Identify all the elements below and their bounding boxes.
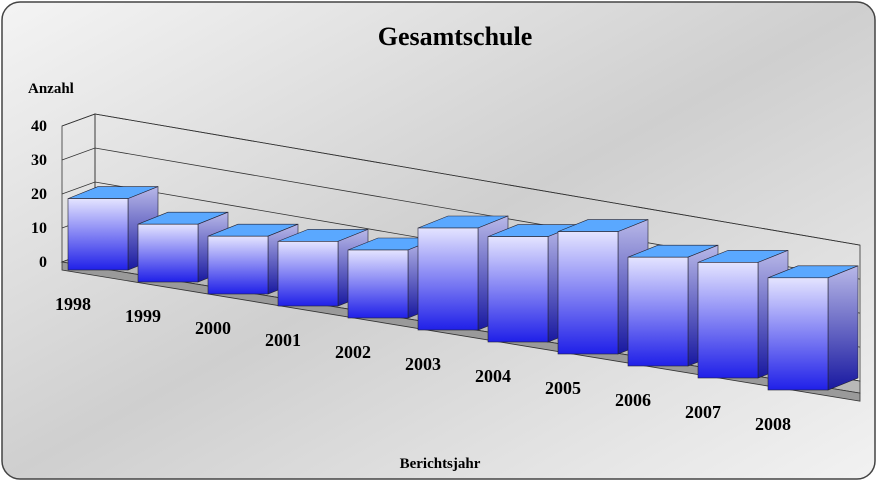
bar <box>207 235 269 295</box>
x-tick-label: 2000 <box>195 318 231 338</box>
x-tick-label: 2002 <box>335 342 371 362</box>
x-tick-label: 2007 <box>685 402 721 422</box>
x-tick-label: 2001 <box>265 330 301 350</box>
bar <box>487 236 549 343</box>
plot: 0 10 20 30 40 1998 1999 2000 2001 2002 2003 2004 200… <box>31 113 861 434</box>
chart-title: Gesamtschule <box>378 22 533 51</box>
bar <box>767 277 829 391</box>
grid-line <box>61 113 861 246</box>
y-axis-label: Anzahl <box>28 81 74 97</box>
bar <box>347 249 409 319</box>
bar-side <box>827 265 859 391</box>
y-tick-label: 0 <box>39 254 47 271</box>
x-tick-label: 1998 <box>55 294 91 314</box>
bar-group <box>767 265 859 391</box>
y-tick-label: 40 <box>31 118 47 135</box>
bar <box>697 262 759 379</box>
bar <box>417 227 479 331</box>
bar <box>627 256 689 367</box>
bar <box>67 198 129 271</box>
x-tick-label: 2008 <box>755 414 791 434</box>
bar <box>137 223 199 283</box>
x-tick-label: 2005 <box>545 378 581 398</box>
bar <box>277 241 339 307</box>
y-tick-label: 10 <box>31 220 47 237</box>
x-axis-label: Berichtsjahr <box>400 456 481 472</box>
bar <box>557 231 619 355</box>
x-tick-label: 2003 <box>405 354 441 374</box>
x-tick-label: 2006 <box>615 390 651 410</box>
x-tick-label: 2004 <box>475 366 511 386</box>
y-tick-label: 20 <box>31 186 47 203</box>
y-tick-label: 30 <box>31 152 47 169</box>
bar-group <box>67 186 159 271</box>
x-tick-label: 1999 <box>125 306 161 326</box>
